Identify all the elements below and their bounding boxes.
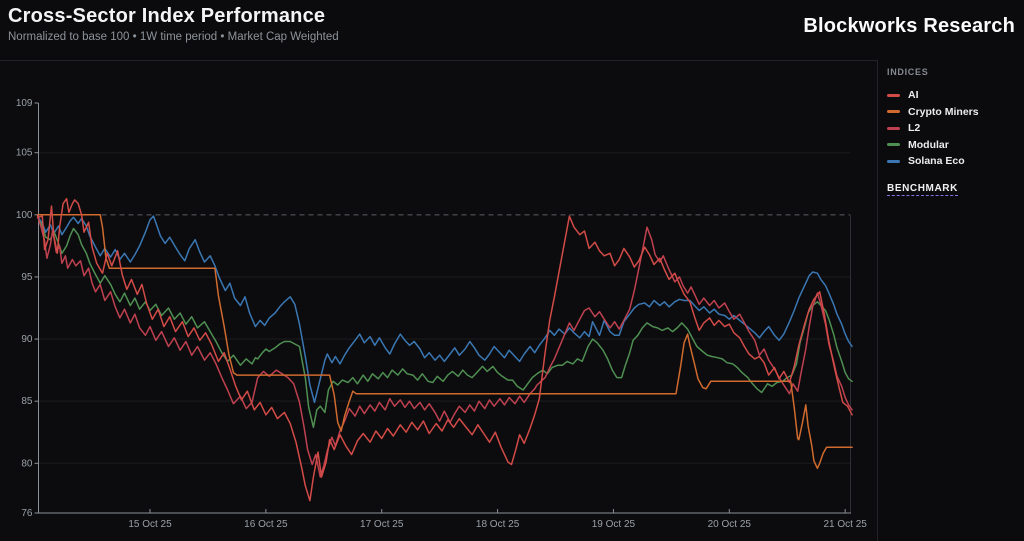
plot-line-ai[interactable] <box>36 197 853 502</box>
y-tick-label-80: 80 <box>21 458 33 469</box>
x-tick-label-15-oct-25: 15 Oct 25 <box>128 519 172 530</box>
legend-panel: INDICES AI Crypto Miners L2 Modular Solana E… <box>877 60 1024 541</box>
legend-label-modular: Modular <box>908 138 949 151</box>
y-tick-label-95: 95 <box>21 272 33 283</box>
indices-heading: INDICES <box>887 67 929 77</box>
header: Cross-Sector Index Performance Normalize… <box>0 0 1024 61</box>
legend-swatch-modular <box>887 143 900 147</box>
legend-swatch-ai <box>887 93 900 97</box>
legend-item-ai[interactable]: AI <box>887 87 1018 104</box>
page-title: Cross-Sector Index Performance <box>8 5 326 27</box>
legend-label-ai: AI <box>908 89 919 102</box>
legend-label-solana-eco: Solana Eco <box>908 155 965 168</box>
y-tick-label-76: 76 <box>21 508 33 519</box>
chart-area: 109 105 100 95 90 85 80 76 15 Oct 25 16 Oct 25 17 … <box>0 60 877 541</box>
performance-chart[interactable]: 109 105 100 95 90 85 80 76 15 Oct 25 16 Oct 25 17 … <box>0 60 877 541</box>
legend-swatch-crypto-miners <box>887 110 900 114</box>
x-tick-label-19-oct-25: 19 Oct 25 <box>592 519 636 530</box>
plot-line-solana-eco[interactable] <box>36 215 853 404</box>
legend-item-modular[interactable]: Modular <box>887 137 1018 154</box>
legend-item-l2[interactable]: L2 <box>887 120 1018 137</box>
y-tick-label-105: 105 <box>16 148 33 159</box>
brand-logo: Blockworks Research <box>803 15 1015 37</box>
x-tick-label-17-oct-25: 17 Oct 25 <box>360 519 404 530</box>
legend-label-l2: L2 <box>908 122 921 135</box>
legend-item-solana-eco[interactable]: Solana Eco <box>887 153 1018 170</box>
legend-swatch-l2 <box>887 126 900 130</box>
plot-line-modular[interactable] <box>36 216 853 429</box>
benchmark-link[interactable]: BENCHMARK <box>887 182 958 196</box>
legend-item-crypto-miners[interactable]: Crypto Miners <box>887 104 1018 121</box>
x-tick-label-21-oct-25: 21 Oct 25 <box>823 519 867 530</box>
page-subtitle: Normalized to base 100 • 1W time period … <box>8 31 339 43</box>
y-tick-label-90: 90 <box>21 334 33 345</box>
y-tick-label-85: 85 <box>21 396 33 407</box>
legend-label-crypto-miners: Crypto Miners <box>908 105 979 118</box>
legend-list: AI Crypto Miners L2 Modular Solana Eco <box>887 87 1018 170</box>
plot-line-crypto-miners[interactable] <box>36 214 853 470</box>
y-tick-label-109: 109 <box>16 98 33 109</box>
x-tick-label-16-oct-25: 16 Oct 25 <box>244 519 288 530</box>
plot-line-l2[interactable] <box>36 215 853 478</box>
legend-swatch-solana-eco <box>887 159 900 163</box>
x-tick-label-18-oct-25: 18 Oct 25 <box>476 519 520 530</box>
x-tick-label-20-oct-25: 20 Oct 25 <box>708 519 752 530</box>
y-tick-label-100: 100 <box>16 210 33 221</box>
